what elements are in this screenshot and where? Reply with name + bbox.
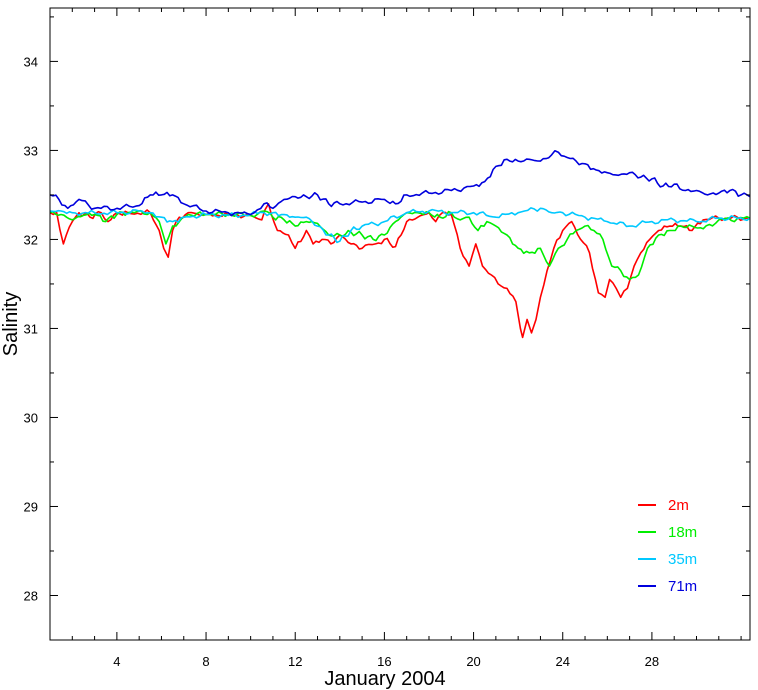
legend-label-35m: 35m	[668, 551, 697, 568]
x-tick-label: 4	[113, 654, 120, 669]
y-tick-label: 29	[24, 499, 38, 514]
x-axis-title: January 2004	[324, 668, 445, 690]
y-tick-label: 32	[24, 232, 38, 247]
legend-label-71m: 71m	[668, 578, 697, 595]
y-axis-title: Salinity	[0, 292, 22, 356]
series-line-2m	[49, 203, 751, 339]
y-tick-label: 30	[24, 410, 38, 425]
x-tick-label: 24	[556, 654, 570, 669]
y-tick-label: 33	[24, 143, 38, 158]
tick-layer: 4 8 12 16 20 24 28 28 29 30 31 32 33 34	[24, 8, 750, 669]
series-line-35m	[49, 207, 751, 244]
x-tick-label: 16	[377, 654, 391, 669]
y-tick-label: 28	[24, 588, 38, 603]
x-tick-label: 8	[202, 654, 209, 669]
y-tick-label: 34	[24, 54, 38, 69]
legend: 2m 18m 35m 71m	[638, 497, 697, 595]
series-line-71m	[49, 150, 751, 217]
x-tick-label: 28	[645, 654, 659, 669]
legend-label-18m: 18m	[668, 524, 697, 541]
series-layer	[49, 150, 751, 339]
y-tick-label: 31	[24, 321, 38, 336]
legend-label-2m: 2m	[668, 497, 689, 514]
series-line-18m	[49, 209, 751, 281]
x-tick-label: 20	[466, 654, 480, 669]
plot-frame	[49, 7, 751, 641]
x-tick-label: 12	[288, 654, 302, 669]
